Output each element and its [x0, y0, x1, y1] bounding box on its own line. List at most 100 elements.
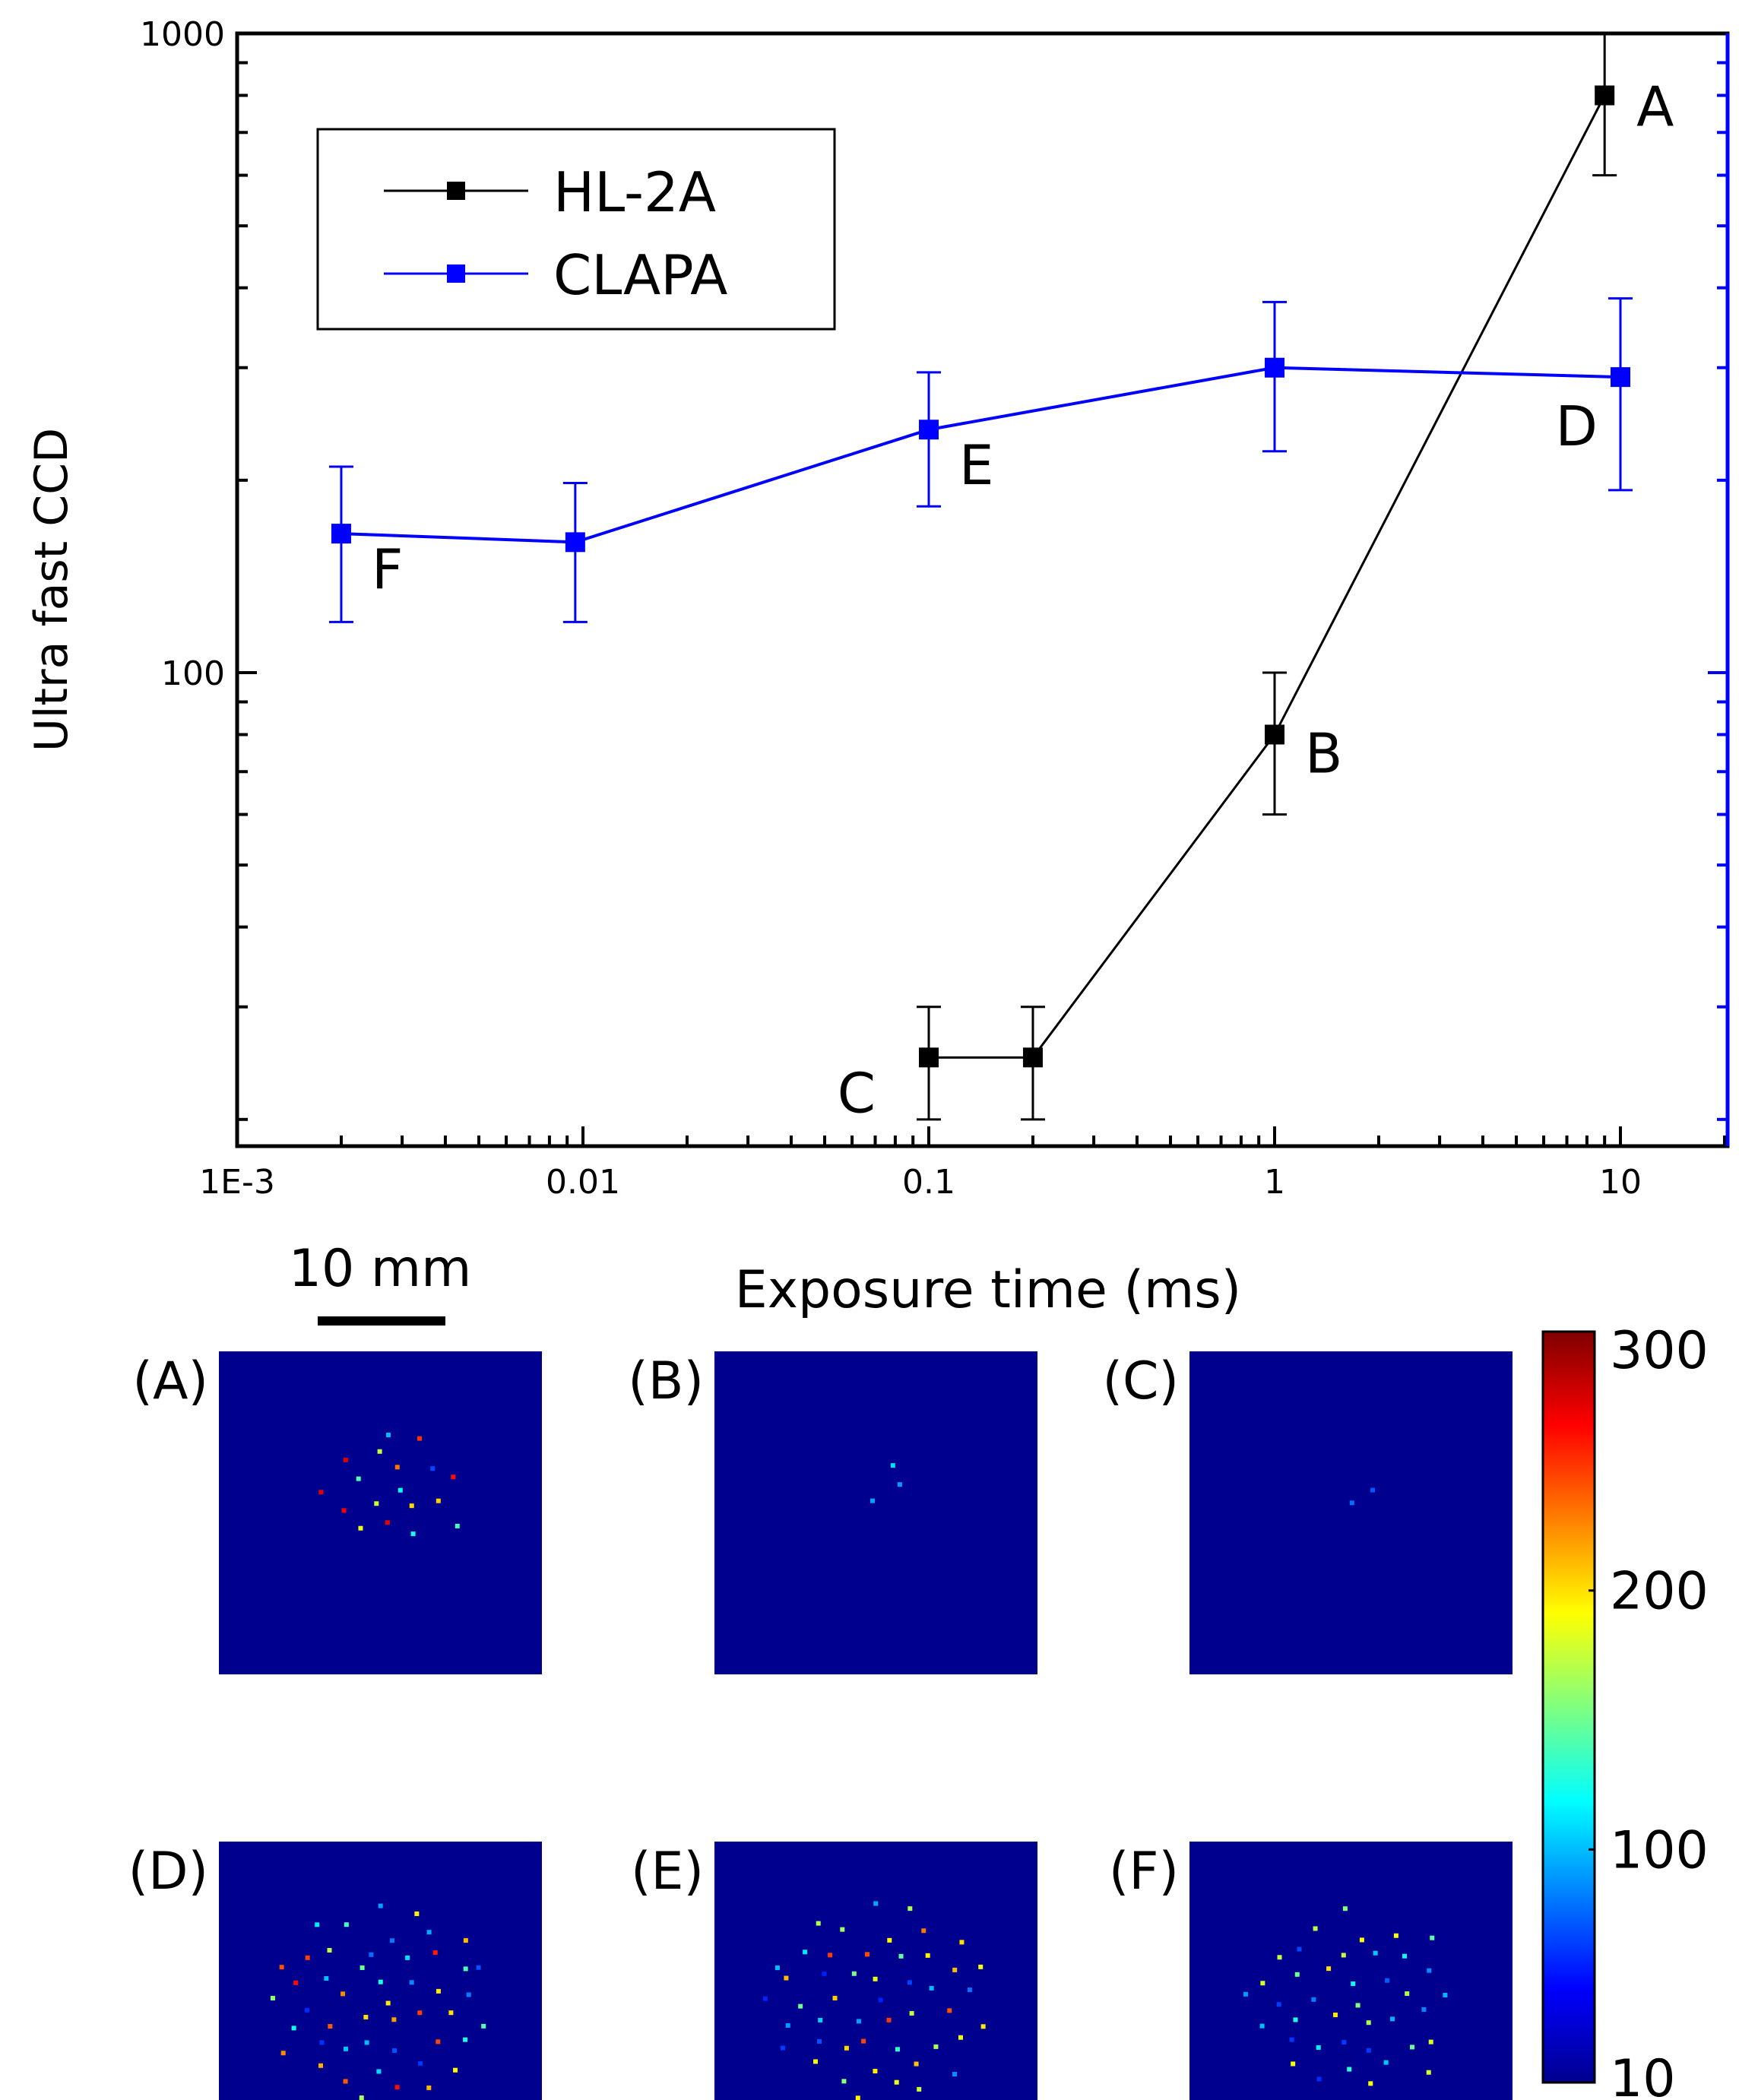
heatmap-spot	[947, 2008, 952, 2013]
heatmap-spot	[463, 1966, 468, 1972]
heatmap-spot	[895, 2047, 900, 2052]
heatmap-spot	[417, 1436, 423, 1441]
panel-label-d: (D)	[128, 1842, 208, 1902]
heatmap-spot	[921, 1928, 927, 1934]
heatmap-spot	[270, 1995, 275, 2000]
heatmap-spot	[978, 1964, 984, 1969]
heatmap-spot	[359, 2095, 364, 2100]
data-point-hl2a	[1022, 1047, 1043, 1068]
heatmap-spot	[436, 1498, 441, 1503]
colorbar-ticks: 300 200 100 10	[1589, 1321, 1709, 2100]
x-tick-label: 0.1	[902, 1163, 955, 1202]
heatmap-spot	[909, 2010, 914, 2016]
heatmap-spot	[1370, 1487, 1376, 1493]
heatmap-spot	[389, 1938, 394, 1943]
heatmap-spot	[1351, 1981, 1356, 1987]
heatmap-spot	[1259, 2023, 1265, 2029]
heatmap-spot	[1341, 2040, 1347, 2045]
heatmap-spot	[451, 1474, 456, 1480]
heatmap-spot	[385, 1433, 391, 1438]
heatmap-spot	[925, 1953, 930, 1958]
heatmap-spot	[861, 2038, 866, 2044]
heatmap-spot	[929, 1985, 934, 1991]
x-axis: 1E-3 0.01 0.1 1 10	[199, 1126, 1726, 1202]
heatmap-spot	[1316, 2076, 1322, 2082]
heatmap-spot	[409, 1503, 414, 1509]
heatmap-spot	[476, 1965, 481, 1970]
heatmap-spot	[1347, 2067, 1352, 2072]
heatmap-spot	[774, 1965, 780, 1971]
heatmap-spot	[280, 2051, 286, 2056]
heatmap-spot	[886, 2017, 892, 2022]
heatmap-spot	[1427, 1968, 1432, 1973]
heatmap-spot	[785, 2022, 790, 2028]
heatmap-background	[714, 1351, 1037, 1674]
x-tick-label: 0.01	[546, 1163, 620, 1202]
heatmap-spot	[432, 1950, 438, 1956]
x-tick-label: 10	[1599, 1163, 1642, 1202]
legend: HL-2A CLAPA	[316, 128, 836, 331]
colorbar-tick-label: 300	[1610, 1321, 1709, 1381]
y-tick-label: 1000	[140, 15, 225, 54]
heatmap-spot	[780, 2045, 785, 2051]
heatmap-spot	[784, 1975, 789, 1981]
exposure-line-chart: 1E-3 0.01 0.1 1 10 100 1000 C B A F E D Exposure t…	[25, 15, 1730, 1320]
legend-marker-clapa	[447, 264, 465, 283]
heatmap-spot	[803, 1950, 808, 1955]
heatmap-spot	[898, 1953, 904, 1959]
heatmap-spot	[315, 1922, 320, 1927]
heatmap-spot	[917, 2086, 922, 2092]
heatmap-spot	[360, 1965, 365, 1970]
heatmap-spot	[341, 1508, 347, 1513]
heatmap-spot	[1326, 1966, 1332, 1972]
heatmap-spot	[394, 1465, 400, 1470]
heatmap-spot	[822, 1971, 827, 1976]
heatmap-spot	[894, 2079, 899, 2085]
data-point-hl2a	[1595, 85, 1615, 106]
heatmap-spot	[358, 1525, 363, 1531]
colorbar-tick-label: 200	[1610, 1562, 1709, 1622]
heatmap-spot	[392, 2048, 398, 2054]
heatmap-spot	[481, 2023, 486, 2029]
heatmap-spot	[840, 1927, 845, 1932]
heatmap-spot	[291, 2026, 296, 2031]
heatmap-spot	[873, 1901, 879, 1906]
heatmap-spot	[319, 2040, 325, 2045]
point-label-e: E	[959, 433, 994, 497]
heatmap-spot	[851, 1971, 857, 1976]
heatmap-spot	[873, 1976, 878, 1981]
heatmap-background	[219, 1351, 542, 1674]
heatmap-spot	[1260, 1981, 1265, 1986]
colorbar: 300 200 100 10	[1541, 1321, 1709, 2100]
heatmap-spot	[1289, 2037, 1294, 2042]
heatmap-spot	[1341, 1953, 1346, 1958]
heatmap-spot	[1313, 1926, 1318, 1931]
heatmap-spot	[1393, 1933, 1398, 1938]
heatmap-spot	[448, 2010, 454, 2016]
heatmap-spot	[887, 1937, 892, 1943]
heatmap-background	[714, 1842, 1037, 2100]
heatmap-spot	[959, 1940, 965, 1945]
heatmap-spot	[1368, 2081, 1373, 2086]
heatmap-spot	[1385, 1978, 1390, 1983]
heatmap-spot	[1405, 1991, 1410, 1997]
legend-box	[316, 128, 836, 331]
heatmap-spot	[324, 1976, 329, 1981]
heatmap-spot	[798, 2003, 803, 2009]
data-point-hl2a	[1265, 724, 1284, 745]
legend-marker-hl2a	[447, 182, 465, 200]
heatmap-spot	[1383, 2060, 1389, 2065]
heatmap-spot	[1293, 2017, 1298, 2022]
point-label-c: C	[838, 1061, 876, 1125]
heatmap-spot	[841, 2079, 847, 2084]
heatmap-spot	[1359, 1937, 1364, 1943]
heatmap-spot	[343, 2079, 348, 2084]
heatmap-spot	[1390, 2016, 1395, 2022]
heatmap-spot	[455, 1523, 460, 1528]
point-label-f: F	[372, 537, 403, 601]
heatmap-spot	[426, 2085, 432, 2090]
heatmap-spot	[409, 1980, 414, 1985]
scale-bar-label: 10 mm	[289, 1239, 472, 1299]
series-layer: C B A F E D	[328, 32, 1674, 1125]
